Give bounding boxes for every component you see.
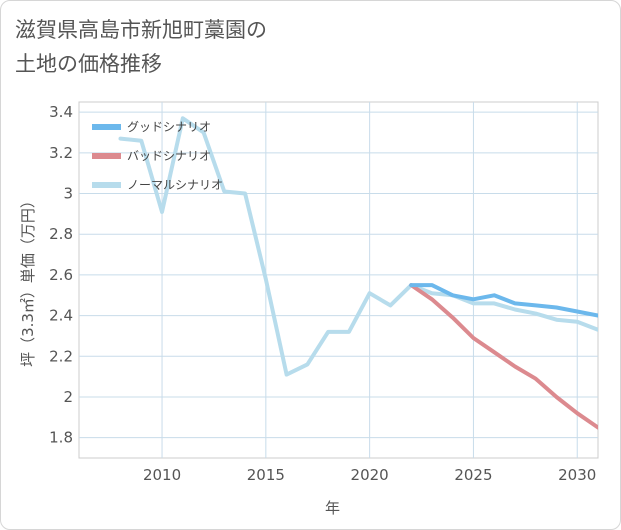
series-line-1 [409,283,598,430]
y-tick-label: 3.2 [49,144,73,162]
series-line-0 [409,283,598,318]
legend-label: バッドシナリオ [127,149,211,163]
legend-label: グッドシナリオ [127,120,211,134]
legend-label: ノーマルシナリオ [127,178,223,192]
y-tick-label: 2.6 [49,266,73,284]
series-line-2 [118,116,598,377]
y-tick-label: 3 [63,185,73,203]
y-tick-label: 2.8 [49,225,73,243]
chart-title: 滋賀県高島市新旭町藁園の 土地の価格推移 [15,18,267,76]
y-tick-label: 2.2 [49,347,73,365]
x-tick-label: 2030 [558,466,596,484]
y-axis-label: 坪（3.3㎡）単価（万円） [19,193,37,367]
x-tick-label: 2025 [454,466,492,484]
y-tick-label: 2 [63,388,73,406]
x-axis-label: 年 [325,499,340,517]
y-tick-label: 2.4 [49,307,73,325]
plot-area [78,101,599,459]
x-tick-label: 2020 [351,466,389,484]
x-tick-label: 2010 [143,466,181,484]
y-tick-label: 1.8 [49,429,73,447]
x-tick-label: 2015 [247,466,285,484]
y-tick-label: 3.4 [49,103,73,121]
